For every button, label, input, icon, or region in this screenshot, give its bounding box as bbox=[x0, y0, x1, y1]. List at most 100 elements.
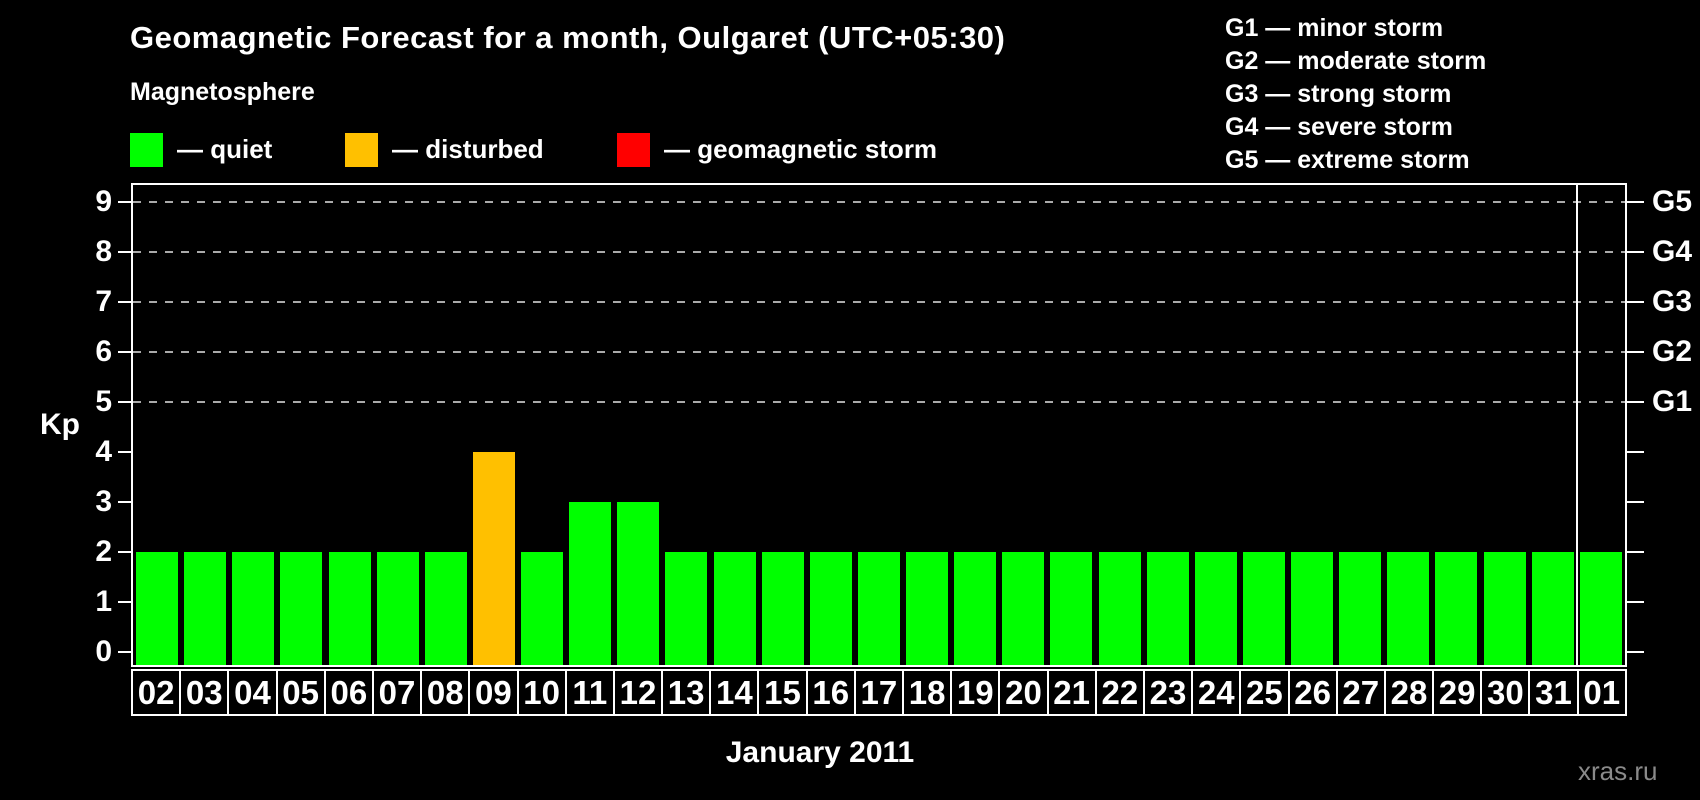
y-tick-left-8 bbox=[118, 251, 131, 253]
watermark: xras.ru bbox=[1578, 756, 1658, 786]
bar-slot-31 bbox=[1529, 185, 1577, 665]
g-scale-label-G1: G1 bbox=[1652, 385, 1693, 418]
kp-bar-day-11 bbox=[569, 502, 612, 665]
bar-slot-25 bbox=[1240, 185, 1288, 665]
day-label-01: 01 bbox=[1576, 669, 1627, 716]
kp-bar-day-24 bbox=[1194, 552, 1237, 665]
kp-bar-day-02 bbox=[136, 552, 179, 665]
y-tick-left-4 bbox=[118, 451, 131, 453]
legend-label-storm: — geomagnetic storm bbox=[664, 134, 938, 164]
kp-bar-day-14 bbox=[713, 552, 756, 665]
day-label-30: 30 bbox=[1480, 669, 1531, 716]
kp-bar-day-22 bbox=[1098, 552, 1141, 665]
day-label-27: 27 bbox=[1335, 669, 1386, 716]
legend-item-quiet: — quiet bbox=[130, 131, 272, 168]
y-tick-label-1: 1 bbox=[95, 585, 112, 618]
kp-bar-day-01 bbox=[1579, 552, 1622, 665]
day-label-03: 03 bbox=[179, 669, 230, 716]
bar-slot-19 bbox=[951, 185, 999, 665]
bar-slot-04 bbox=[229, 185, 277, 665]
y-tick-right-6 bbox=[1627, 351, 1644, 353]
gridline-kp6 bbox=[133, 351, 1625, 353]
gridline-kp7 bbox=[133, 301, 1625, 303]
month-separator-line bbox=[1575, 185, 1578, 665]
kp-bar-day-12 bbox=[617, 502, 660, 665]
y-tick-label-6: 6 bbox=[95, 335, 112, 368]
day-label-20: 20 bbox=[998, 669, 1049, 716]
kp-bar-day-05 bbox=[280, 552, 323, 665]
kp-bar-day-26 bbox=[1291, 552, 1334, 665]
bar-slot-06 bbox=[326, 185, 374, 665]
g-scale-label-G4: G4 bbox=[1652, 235, 1693, 268]
bar-slot-29 bbox=[1432, 185, 1480, 665]
bar-slot-05 bbox=[277, 185, 325, 665]
day-label-17: 17 bbox=[853, 669, 904, 716]
bar-slot-08 bbox=[422, 185, 470, 665]
storm-scale-line-1: G1 — minor storm bbox=[1225, 14, 1444, 42]
y-tick-left-2 bbox=[118, 551, 131, 553]
magnetosphere-label: Magnetosphere bbox=[130, 78, 315, 106]
bar-slot-16 bbox=[807, 185, 855, 665]
bar-slot-23 bbox=[1144, 185, 1192, 665]
kp-bar-day-27 bbox=[1339, 552, 1382, 665]
day-label-04: 04 bbox=[227, 669, 278, 716]
day-label-29: 29 bbox=[1432, 669, 1483, 716]
y-tick-right-3 bbox=[1627, 501, 1644, 503]
kp-bar-day-06 bbox=[328, 552, 371, 665]
day-label-15: 15 bbox=[757, 669, 808, 716]
gridline-kp8 bbox=[133, 251, 1625, 253]
g-scale-label-G3: G3 bbox=[1652, 285, 1693, 318]
day-label-10: 10 bbox=[516, 669, 567, 716]
y-tick-label-9: 9 bbox=[95, 185, 112, 218]
x-axis-labels: 02 03 04 05 06 07 08 09 10 11 12 13 14 15 16 17 18 19 20 21… bbox=[131, 669, 1627, 716]
y-tick-label-3: 3 bbox=[95, 485, 112, 518]
y-tick-right-9 bbox=[1627, 201, 1644, 203]
bar-slot-22 bbox=[1096, 185, 1144, 665]
bar-slot-27 bbox=[1336, 185, 1384, 665]
y-tick-left-9 bbox=[118, 201, 131, 203]
storm-scale-line-4: G4 — severe storm bbox=[1225, 113, 1453, 141]
kp-bar-day-20 bbox=[1002, 552, 1045, 665]
storm-scale-legend: G1 — minor storm G2 — moderate storm G3 — … bbox=[1225, 12, 1486, 177]
bar-slot-26 bbox=[1288, 185, 1336, 665]
kp-bar-day-09 bbox=[472, 452, 515, 665]
bar-slot-20 bbox=[999, 185, 1047, 665]
g-scale-label-G2: G2 bbox=[1652, 335, 1693, 368]
legend-swatch-storm-icon bbox=[617, 132, 650, 167]
kp-bar-day-03 bbox=[184, 552, 227, 665]
month-label: January 2011 bbox=[725, 736, 915, 769]
storm-scale-line-2: G2 — moderate storm bbox=[1225, 47, 1487, 75]
legend-item-disturbed: — disturbed bbox=[345, 131, 544, 168]
g-scale-label-G5: G5 bbox=[1652, 185, 1693, 218]
y-tick-label-8: 8 bbox=[95, 235, 112, 268]
day-label-14: 14 bbox=[709, 669, 760, 716]
legend-swatch-quiet-icon bbox=[130, 132, 163, 167]
y-tick-label-0: 0 bbox=[95, 635, 112, 668]
y-tick-right-5 bbox=[1627, 401, 1644, 403]
day-label-11: 11 bbox=[564, 669, 615, 716]
y-tick-left-5 bbox=[118, 401, 131, 403]
day-label-26: 26 bbox=[1287, 669, 1338, 716]
bar-slot-03 bbox=[181, 185, 229, 665]
kp-bar-day-08 bbox=[424, 552, 467, 665]
kp-bar-day-29 bbox=[1435, 552, 1478, 665]
y-tick-right-2 bbox=[1627, 551, 1644, 553]
day-label-23: 23 bbox=[1142, 669, 1194, 716]
day-label-08: 08 bbox=[420, 669, 471, 716]
y-tick-right-0 bbox=[1627, 651, 1644, 653]
day-label-09: 09 bbox=[468, 669, 519, 716]
bar-slot-24 bbox=[1192, 185, 1240, 665]
kp-axis-label: Kp bbox=[40, 408, 80, 441]
y-tick-right-4 bbox=[1627, 451, 1644, 453]
kp-bar-day-23 bbox=[1146, 552, 1189, 665]
legend-swatch-disturbed-icon bbox=[345, 132, 378, 167]
kp-bar-day-30 bbox=[1483, 552, 1526, 665]
kp-bar-day-10 bbox=[521, 552, 564, 665]
day-label-07: 07 bbox=[371, 669, 423, 716]
y-tick-right-7 bbox=[1627, 301, 1644, 303]
y-tick-left-0 bbox=[118, 651, 131, 653]
gridline-kp9 bbox=[133, 201, 1625, 203]
bar-slot-02 bbox=[133, 185, 181, 665]
bar-slot-07 bbox=[374, 185, 422, 665]
storm-scale-line-5: G5 — extreme storm bbox=[1225, 146, 1470, 174]
